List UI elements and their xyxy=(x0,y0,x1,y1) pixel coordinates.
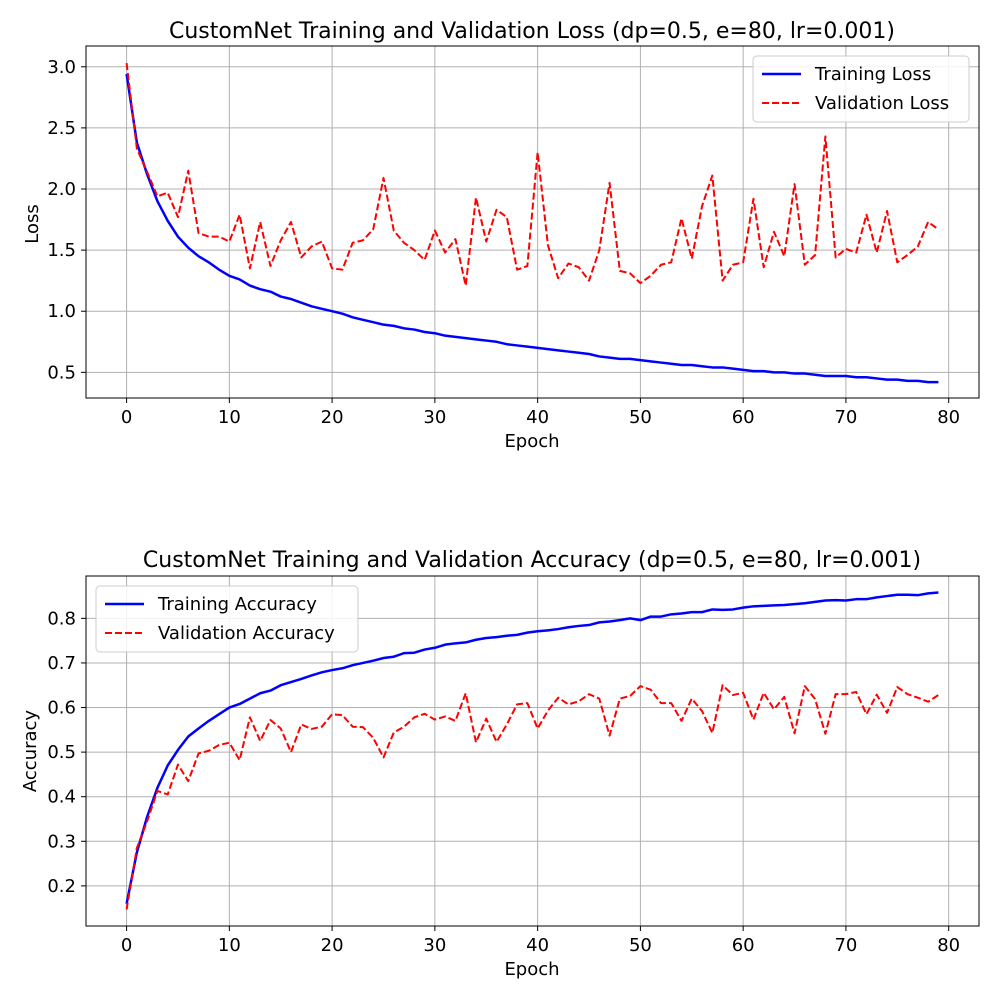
accuracy-y-tick-label: 0.6 xyxy=(47,698,76,719)
accuracy-x-tick-label: 50 xyxy=(629,935,652,956)
loss-x-tick-label: 20 xyxy=(321,407,344,428)
accuracy-legend: Training Accuracy Validation Accuracy xyxy=(95,585,359,653)
accuracy-legend-label: Validation Accuracy xyxy=(158,623,335,644)
loss-legend-box xyxy=(752,55,970,123)
accuracy-y-tick-label: 0.3 xyxy=(47,831,76,852)
accuracy-x-tick-label: 0 xyxy=(121,935,132,956)
accuracy-y-tick-label: 0.4 xyxy=(47,787,76,808)
accuracy-ticks: 0 10 20 30 40 50 60 70 80 0.2 0.3 0.4 0.5 0.6 0.7 0.8 xyxy=(47,608,960,956)
accuracy-x-tick-label: 80 xyxy=(937,935,960,956)
accuracy-x-tick-label: 20 xyxy=(321,935,344,956)
accuracy-x-tick-label: 60 xyxy=(732,935,755,956)
loss-x-tick-label: 80 xyxy=(937,407,960,428)
loss-series-validation-loss xyxy=(125,62,939,287)
accuracy-x-tick-label: 10 xyxy=(218,935,241,956)
loss-x-tick-label: 60 xyxy=(732,407,755,428)
loss-y-tick-label: 2.5 xyxy=(47,118,76,139)
loss-x-axis-label: Epoch xyxy=(504,431,559,452)
accuracy-y-tick-label: 0.5 xyxy=(47,742,76,763)
loss-chart-title: CustomNet Training and Validation Loss (… xyxy=(169,19,895,44)
loss-series-training-loss xyxy=(125,73,939,384)
accuracy-plot-frame xyxy=(85,575,980,927)
loss-x-tick-label: 70 xyxy=(834,407,857,428)
loss-y-axis-label: Loss xyxy=(22,204,43,243)
loss-legend-label: Validation Loss xyxy=(815,93,949,114)
accuracy-x-tick-label: 30 xyxy=(423,935,446,956)
loss-series xyxy=(125,62,939,384)
accuracy-chart-title: CustomNet Training and Validation Accura… xyxy=(143,548,921,573)
loss-grid xyxy=(86,46,979,398)
accuracy-chart: 0 10 20 30 40 50 60 70 80 0.2 0.3 0.4 0.5 0.6 0.7 0.8 C… xyxy=(20,548,980,980)
loss-x-tick-label: 50 xyxy=(629,407,652,428)
accuracy-grid xyxy=(86,576,979,926)
loss-y-tick-label: 0.5 xyxy=(47,362,76,383)
loss-y-tick-label: 1.0 xyxy=(47,301,76,322)
accuracy-x-axis-label: Epoch xyxy=(504,959,559,980)
accuracy-y-tick-label: 0.7 xyxy=(47,653,76,674)
loss-y-tick-label: 3.0 xyxy=(47,57,76,78)
accuracy-x-tick-label: 40 xyxy=(526,935,549,956)
loss-chart: 0 10 20 30 40 50 60 70 80 0.5 1.0 1.5 2.0 2.5 3.0 Cust… xyxy=(22,19,980,452)
accuracy-legend-box xyxy=(95,585,359,653)
accuracy-series-validation-accuracy xyxy=(125,684,939,910)
loss-legend: Training Loss Validation Loss xyxy=(752,55,970,123)
loss-x-tick-label: 10 xyxy=(218,407,241,428)
accuracy-y-tick-label: 0.8 xyxy=(47,608,76,629)
loss-y-tick-label: 1.5 xyxy=(47,240,76,261)
accuracy-series-training-accuracy xyxy=(125,591,939,904)
loss-plot-frame xyxy=(85,45,980,399)
loss-x-tick-label: 40 xyxy=(526,407,549,428)
loss-x-tick-label: 0 xyxy=(121,407,132,428)
accuracy-series xyxy=(125,591,939,910)
accuracy-y-tick-label: 0.2 xyxy=(47,876,76,897)
loss-y-tick-label: 2.0 xyxy=(47,179,76,200)
loss-x-tick-label: 30 xyxy=(423,407,446,428)
accuracy-y-axis-label: Accuracy xyxy=(20,710,41,793)
loss-ticks: 0 10 20 30 40 50 60 70 80 0.5 1.0 1.5 2.0 2.5 3.0 xyxy=(47,57,960,428)
accuracy-x-tick-label: 70 xyxy=(834,935,857,956)
accuracy-legend-label: Training Accuracy xyxy=(157,594,317,615)
loss-legend-label: Training Loss xyxy=(814,64,931,85)
